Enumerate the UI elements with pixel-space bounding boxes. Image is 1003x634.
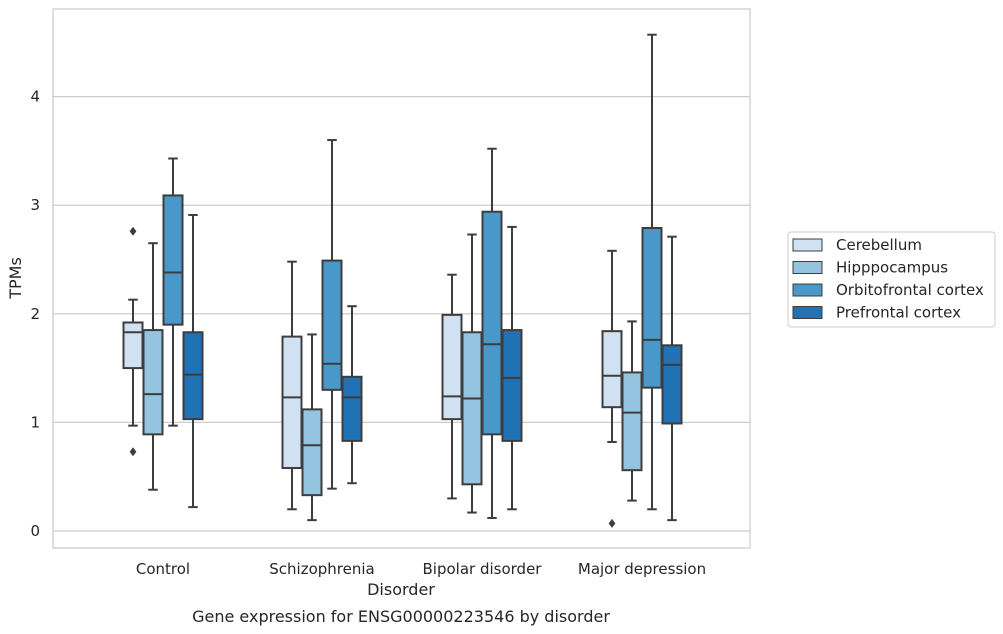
- y-tick-labels: 0 1 2 3 4: [30, 88, 40, 540]
- x-axis-title: Disorder: [367, 580, 435, 599]
- box-iqr: [621, 371, 643, 472]
- y-axis-title: TPMs: [6, 257, 25, 300]
- box-iqr: [601, 330, 623, 409]
- box-iqr: [481, 210, 503, 436]
- legend-label: Cerebellum: [836, 236, 922, 254]
- box-cerebellum: [441, 273, 463, 500]
- box-orbitofrontal-cortex: [481, 147, 503, 519]
- box-iqr: [461, 331, 483, 486]
- box-iqr: [441, 313, 463, 421]
- box-prefrontal-cortex: [341, 305, 363, 485]
- legend: Cerebellum Hipppocampus Orbitofrontal cort…: [787, 231, 996, 328]
- plot-area-frame: [52, 8, 751, 549]
- box-prefrontal-cortex: [661, 235, 683, 522]
- y-tick-label: 4: [30, 88, 40, 106]
- box-iqr: [301, 408, 323, 497]
- x-tick-label: Control: [136, 560, 190, 578]
- legend-swatch: [792, 283, 823, 297]
- box-iqr: [162, 194, 184, 326]
- y-tick-label: 3: [30, 196, 40, 214]
- box-hipppocampus: [621, 320, 643, 502]
- legend-label: Hipppocampus: [836, 259, 948, 277]
- box-prefrontal-cortex: [182, 213, 204, 509]
- outlier-point: [129, 447, 137, 457]
- box-orbitofrontal-cortex: [641, 33, 663, 511]
- box-iqr: [341, 375, 363, 442]
- box-iqr: [182, 331, 204, 421]
- x-tick-label: Schizophrenia: [269, 560, 374, 578]
- outlier-point: [129, 226, 137, 236]
- box-plots: [122, 33, 683, 528]
- box-hipppocampus: [461, 233, 483, 514]
- x-tick-label: Bipolar disorder: [423, 560, 543, 578]
- box-cerebellum: [601, 249, 623, 528]
- chart-caption: Gene expression for ENSG00000223546 by d…: [192, 607, 610, 626]
- legend-swatch: [792, 261, 823, 274]
- legend-label: Prefrontal cortex: [836, 304, 961, 322]
- legend-swatch: [792, 238, 823, 252]
- box-orbitofrontal-cortex: [321, 139, 343, 490]
- box-iqr: [661, 344, 683, 425]
- box-prefrontal-cortex: [501, 225, 523, 511]
- legend-frame: [787, 231, 996, 328]
- box-orbitofrontal-cortex: [162, 157, 184, 427]
- legend-label: Orbitofrontal cortex: [836, 281, 984, 299]
- box-hipppocampus: [142, 242, 164, 491]
- x-tick-label: Major depression: [578, 560, 706, 578]
- legend-swatch: [792, 306, 823, 319]
- y-tick-label: 2: [30, 305, 40, 323]
- box-iqr: [501, 329, 523, 442]
- x-tick-labels: Control Schizophrenia Bipolar disorder Majo…: [136, 560, 706, 578]
- box-iqr: [281, 335, 303, 470]
- y-tick-label: 1: [30, 413, 40, 431]
- box-iqr: [122, 321, 144, 370]
- box-iqr: [641, 227, 663, 389]
- box-hipppocampus: [301, 333, 323, 522]
- box-cerebellum: [281, 260, 303, 511]
- box-iqr: [321, 259, 343, 391]
- outlier-point: [608, 518, 616, 528]
- y-tick-label: 0: [30, 522, 40, 540]
- box-iqr: [142, 329, 164, 436]
